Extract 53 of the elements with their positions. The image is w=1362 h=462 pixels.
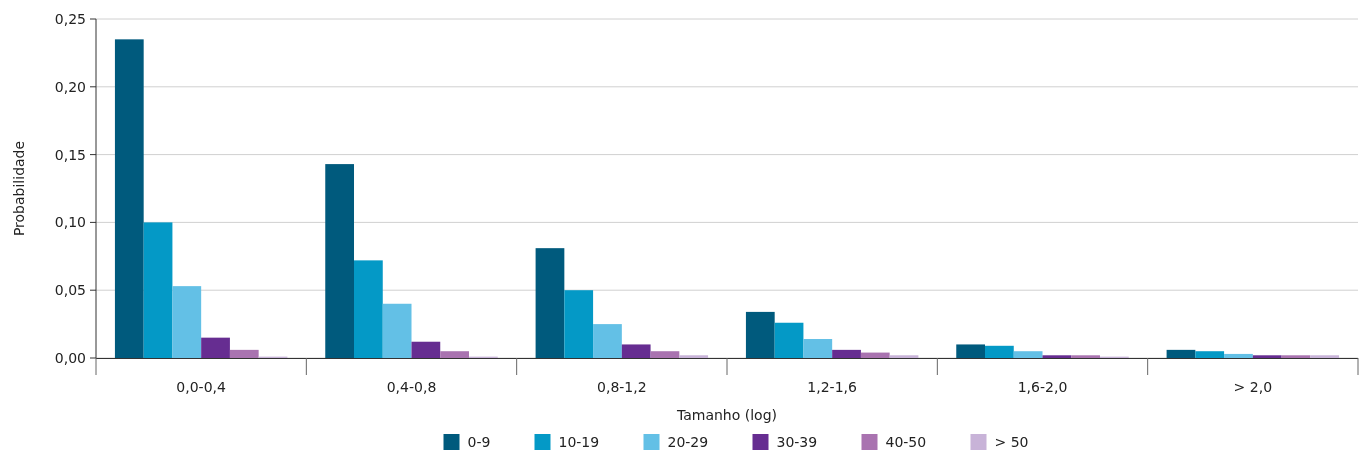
bar	[382, 303, 412, 358]
y-tick-label: 0,10	[54, 214, 86, 231]
bar	[229, 349, 259, 358]
bar	[411, 341, 441, 358]
bar	[860, 352, 890, 358]
bar	[440, 351, 469, 358]
y-tick-label: 0,15	[54, 146, 86, 163]
bar	[1166, 349, 1196, 358]
bar	[679, 355, 709, 358]
bar	[1013, 351, 1043, 358]
x-tick-label: > 2,0	[1233, 379, 1273, 395]
x-tick-label: 1,6-2,0	[1017, 379, 1068, 395]
x-axis-title: Tamanho (log)	[675, 407, 778, 423]
bar	[621, 344, 651, 358]
bar	[1071, 355, 1100, 358]
legend-label: 30-39	[776, 433, 818, 450]
bar	[1310, 355, 1340, 358]
bar	[1252, 355, 1282, 358]
bar	[1224, 353, 1253, 358]
bar	[172, 286, 202, 358]
legend-label: 40-50	[885, 433, 927, 450]
legend-label: 20-29	[667, 433, 709, 450]
bar	[803, 339, 833, 358]
x-tick-label: 0,8-1,2	[597, 379, 647, 395]
bar	[114, 39, 144, 358]
bar	[956, 344, 986, 358]
bar	[745, 311, 775, 358]
bar	[650, 351, 680, 358]
y-tick-label: 0,25	[54, 10, 86, 27]
bar	[774, 322, 804, 358]
legend-label: 10-19	[558, 433, 600, 450]
bar	[985, 345, 1014, 358]
y-tick-label: 0,20	[54, 78, 86, 95]
bar	[1281, 355, 1311, 358]
bar	[325, 164, 355, 358]
x-tick-label: 0,0-0,4	[176, 379, 227, 395]
y-axis-title: Probabilidade	[11, 140, 27, 237]
legend-label: > 50	[994, 433, 1029, 450]
x-tick-label: 1,2-1,6	[807, 379, 858, 395]
y-tick-label: 0,00	[54, 349, 86, 366]
bar	[201, 337, 230, 358]
y-tick-label: 0,05	[54, 282, 86, 299]
legend-label: 0-9	[467, 433, 491, 450]
bar	[564, 290, 594, 358]
bar	[832, 349, 861, 358]
bar	[1195, 351, 1225, 358]
bar	[535, 248, 565, 358]
bar	[889, 355, 919, 358]
x-tick-label: 0,4-0,8	[386, 379, 437, 395]
bar	[1042, 355, 1072, 358]
bar	[143, 222, 173, 358]
bar	[593, 324, 622, 358]
bar	[354, 260, 383, 358]
